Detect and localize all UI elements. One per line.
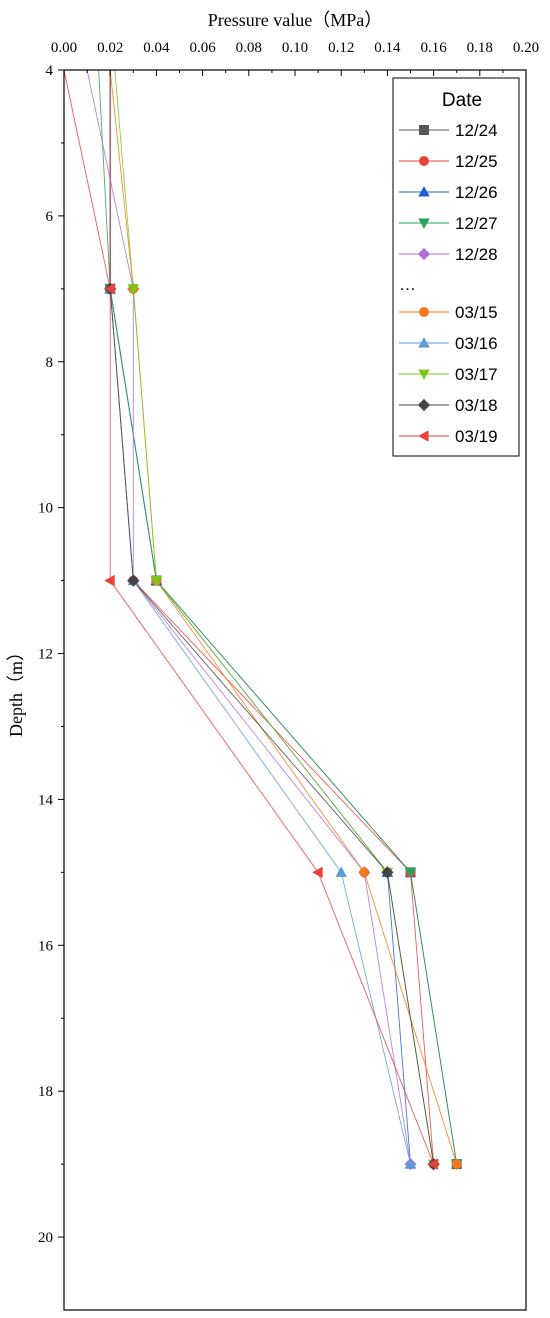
data-point-03-19-1 [104, 283, 115, 295]
y-tick-label: 20 [38, 1230, 53, 1246]
legend-marker-03-16 [418, 337, 430, 348]
data-point-03-17-2 [150, 576, 163, 587]
y-tick-label: 12 [38, 647, 53, 663]
x-tick-label: 0.10 [282, 40, 308, 56]
legend-marker-03-19 [418, 430, 429, 442]
legend-label-12-24: 12/24 [455, 121, 498, 140]
y-tick-label: 8 [46, 355, 54, 371]
data-point-03-15-3 [359, 867, 370, 878]
marker-layer [104, 282, 463, 1171]
y-tick-label: 14 [38, 792, 54, 808]
legend-marker-12-24 [418, 125, 429, 136]
x-tick-label: 0.12 [328, 40, 354, 56]
legend-ellipsis: … [399, 275, 416, 294]
legend-title: Date [442, 90, 482, 111]
x-tick-label: 0.08 [236, 40, 262, 56]
x-axis-title: Pressure value（MPa） [208, 10, 382, 30]
legend-label-12-25: 12/25 [455, 152, 498, 171]
x-tick-label: 0.04 [143, 40, 170, 56]
data-point-03-16-3 [335, 866, 347, 877]
legend-marker-12-28 [417, 247, 431, 261]
legend-label-03-15: 03/15 [455, 303, 498, 322]
data-point-03-17-1 [127, 284, 140, 295]
legend-marker-12-25 [418, 155, 429, 166]
x-tick-label: 0.18 [467, 40, 493, 56]
x-tick-label: 0.14 [374, 40, 401, 56]
legend-marker-03-18 [417, 398, 431, 412]
data-point-03-15-4 [451, 1159, 462, 1170]
y-tick-label: 6 [46, 209, 54, 225]
y-axis-title: Depth（m） [6, 643, 26, 737]
x-tick-label: 0.16 [420, 40, 447, 56]
legend-label-12-28: 12/28 [455, 245, 498, 264]
legend-box [392, 77, 520, 457]
y-tick-label: 18 [38, 1084, 53, 1100]
axis-layer: 0.00 0.02 0.04 0.06 0.08 0.10 0.12 0.14 0.16 0.18… [38, 40, 539, 1246]
legend-label-03-18: 03/18 [455, 396, 498, 415]
legend-label-12-26: 12/26 [455, 183, 498, 202]
x-tick-label: 0.02 [97, 40, 123, 56]
legend-label-03-17: 03/17 [455, 365, 498, 384]
data-point-12-27-3 [404, 867, 417, 879]
y-tick-label: 4 [46, 63, 54, 79]
x-tick-label: 0.06 [189, 40, 216, 56]
data-point-03-16-4 [404, 1158, 417, 1169]
x-tick-label: 0.00 [51, 40, 77, 56]
data-point-03-18-3 [381, 866, 394, 879]
legend-marker-12-26 [418, 186, 430, 197]
legend-label-03-16: 03/16 [455, 334, 498, 353]
legend-label-12-27: 12/27 [455, 214, 498, 233]
legend-label-03-19: 03/19 [455, 427, 498, 446]
data-point-03-19-3 [312, 866, 323, 879]
data-point-03-19-2 [104, 574, 115, 587]
y-tick-label: 10 [38, 501, 53, 517]
y-tick-label: 16 [38, 938, 54, 954]
data-point-03-18-2 [127, 574, 140, 587]
legend-marker-12-27 [418, 218, 430, 229]
data-point-03-19-4 [427, 1158, 439, 1170]
legend-marker-03-17 [418, 369, 430, 380]
legend: Date … 12/24 12/25 12/26 12/27 12/28 03/15 03/… [392, 77, 520, 457]
x-tick-label: 0.20 [513, 40, 539, 56]
legend-marker-03-15 [418, 306, 429, 317]
